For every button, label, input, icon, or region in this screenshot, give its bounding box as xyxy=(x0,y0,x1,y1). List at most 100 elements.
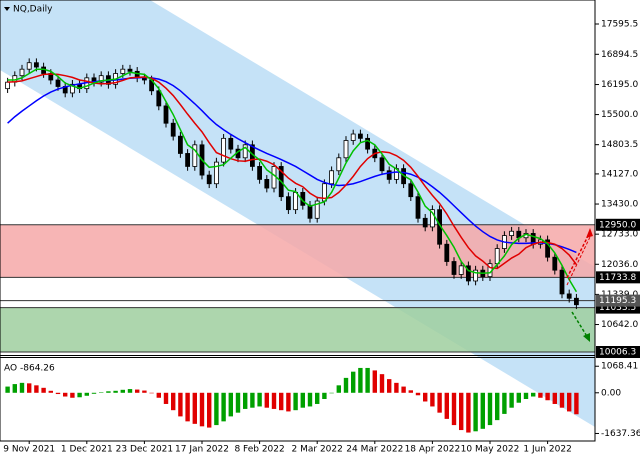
moving-average xyxy=(7,73,577,270)
level-label-bg xyxy=(596,346,640,359)
oscillator-bar xyxy=(185,392,190,422)
oscillator-bar xyxy=(538,392,543,398)
candle-body xyxy=(451,261,457,275)
oscillator-bar xyxy=(286,392,291,412)
zones xyxy=(0,224,595,353)
oscillator-bar xyxy=(552,392,557,404)
oscillator-bar xyxy=(387,379,392,393)
oscillator-bar xyxy=(329,392,334,394)
level-label-bg xyxy=(596,218,640,231)
oscillator-bar xyxy=(207,392,212,428)
candle-body xyxy=(19,68,25,77)
oscillator-bar xyxy=(473,392,478,432)
oscillator-bar xyxy=(19,382,25,393)
x-tick-label: 1 Dec 2021 xyxy=(61,445,113,455)
y-tick-label: 0.00 xyxy=(601,388,621,398)
candle-body xyxy=(458,265,464,275)
candle-body xyxy=(228,137,234,150)
oscillator-bar xyxy=(113,390,118,393)
candle-body xyxy=(5,81,10,90)
oscillator-bar xyxy=(415,392,421,396)
oscillator-bar xyxy=(322,392,327,399)
price-zone xyxy=(0,224,595,278)
candle-body xyxy=(574,297,579,306)
oscillator-bar xyxy=(509,392,514,408)
oscillator-bar xyxy=(228,392,233,417)
oscillator-bar xyxy=(480,392,485,429)
oscillator-bar xyxy=(120,389,125,393)
arrow-up xyxy=(566,236,591,286)
oscillator-bar xyxy=(48,390,53,393)
oscillator-bar xyxy=(127,389,133,393)
candle-body xyxy=(120,68,126,74)
candle-body xyxy=(257,166,263,180)
y-tick-label: 14803.5 xyxy=(601,140,638,150)
candle-body xyxy=(343,140,349,159)
x-tick-label: 23 Dec 2021 xyxy=(116,445,174,455)
x-tick-label: 24 Mar 2022 xyxy=(346,445,403,455)
oscillator-bar xyxy=(502,392,507,414)
candle-body xyxy=(365,137,371,150)
candle-body xyxy=(494,248,500,265)
y-tick-label: 14127.0 xyxy=(601,169,638,179)
oscillator-bar xyxy=(423,392,428,402)
oscillator-bar xyxy=(293,392,298,411)
oscillator-bar xyxy=(343,377,349,393)
moving-average xyxy=(7,68,578,293)
candle-body xyxy=(408,183,414,198)
candle-body xyxy=(473,269,479,282)
candle-body xyxy=(213,161,219,185)
oscillator-bar xyxy=(437,392,442,413)
oscillator-bar xyxy=(545,392,550,401)
oscillator-bar xyxy=(430,392,435,407)
oscillator-bar xyxy=(99,392,104,393)
y-tick-label: 15500.0 xyxy=(601,110,638,120)
oscillator-bar xyxy=(408,390,413,393)
oscillator-bar xyxy=(55,392,61,395)
y-tick-label: 17595.5 xyxy=(601,20,638,30)
oscillator-bar xyxy=(279,392,284,411)
oscillator-bar xyxy=(235,392,241,413)
oscillator-bar xyxy=(142,390,147,393)
price-zone xyxy=(0,307,595,353)
oscillator-bar xyxy=(199,392,205,427)
oscillator-bar xyxy=(487,392,493,426)
oscillator-bar xyxy=(567,392,572,412)
oscillator-bar xyxy=(77,392,82,398)
candle-body xyxy=(329,170,335,185)
plot-frame xyxy=(0,0,596,442)
y-tick-label: 12733.0 xyxy=(601,230,638,240)
y-tick-label: 16195.0 xyxy=(601,80,638,90)
y-tick-label: 13430.0 xyxy=(601,200,638,210)
candle-body xyxy=(552,256,558,271)
candle-body xyxy=(422,217,428,228)
oscillator-bar xyxy=(192,392,197,424)
candle-body xyxy=(34,62,39,68)
candle-body xyxy=(379,157,385,172)
oscillator-bar xyxy=(91,392,97,394)
candle-body xyxy=(163,105,169,124)
oscillator-bar xyxy=(70,392,75,398)
level-label-bg xyxy=(596,294,640,307)
candle-body xyxy=(336,157,342,172)
level-label: 12950.0 xyxy=(599,220,636,230)
oscillator-bar xyxy=(358,367,363,393)
oscillator-bar xyxy=(379,374,385,393)
oscillator-bar xyxy=(401,386,406,393)
oscillator-bar xyxy=(372,370,377,393)
oscillator-bar xyxy=(315,392,320,404)
candle-body xyxy=(70,83,75,94)
oscillator-bar xyxy=(451,392,457,426)
candle-body xyxy=(444,243,450,262)
x-tick-label: 8 Feb 2022 xyxy=(234,445,284,455)
candle-body xyxy=(177,135,183,154)
candle-body xyxy=(545,239,550,258)
oscillator-bar xyxy=(243,392,248,409)
oscillator-bar xyxy=(466,392,471,433)
indicator-name: AO xyxy=(4,364,17,374)
candle-body xyxy=(264,179,270,189)
candle-body xyxy=(98,75,104,83)
oscillator-bar xyxy=(41,387,46,393)
level-label: 10006.3 xyxy=(599,348,636,358)
